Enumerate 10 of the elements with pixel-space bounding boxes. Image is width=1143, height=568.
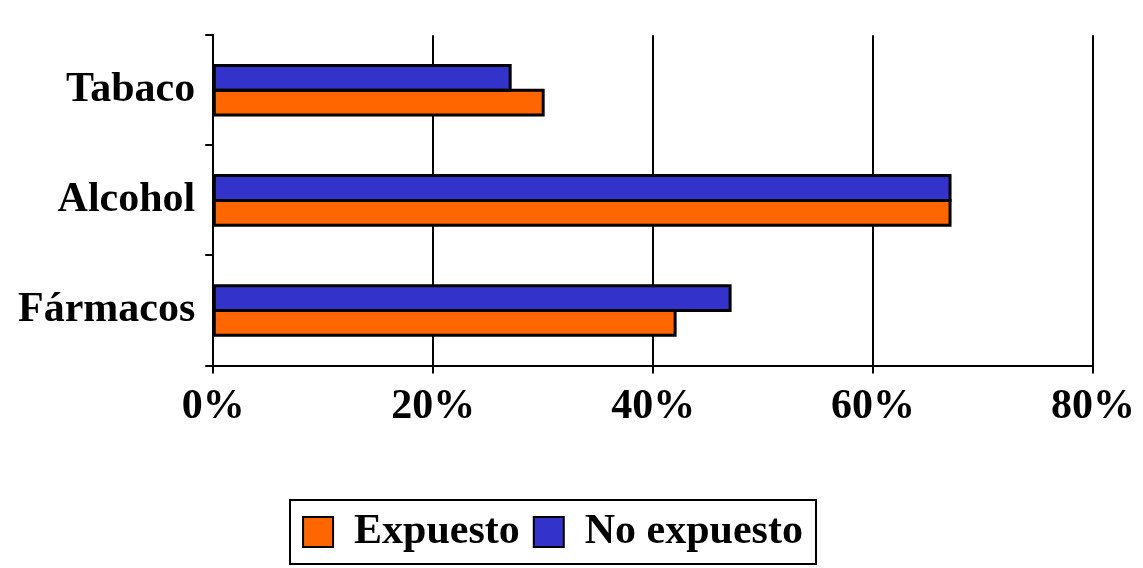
y-tick-label: Fármacos: [17, 284, 196, 331]
x-tick-label: 60%: [831, 380, 916, 427]
x-tick-label: 20%: [391, 380, 476, 427]
x-tick-label: 40%: [611, 380, 696, 427]
x-tick-label: 0%: [181, 380, 245, 427]
legend-label: Expuesto: [354, 505, 520, 552]
x-tick-label: 80%: [1051, 380, 1135, 427]
y-tick-label: Tabaco: [66, 64, 196, 111]
y-tick-label: Alcohol: [57, 174, 196, 221]
legend-label: No expuesto: [584, 505, 803, 552]
